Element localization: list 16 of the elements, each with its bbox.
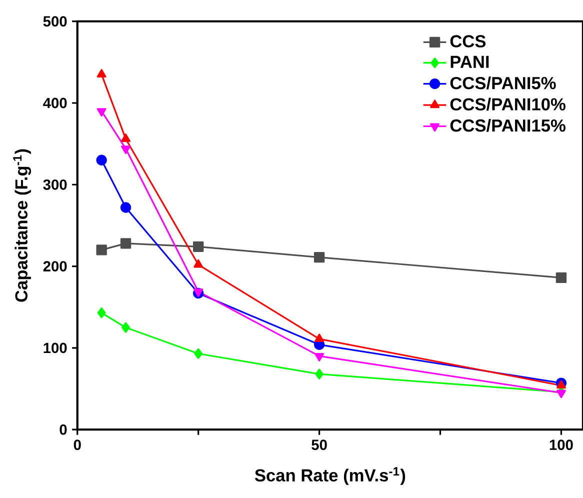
y-tick-label: 0 bbox=[60, 424, 67, 435]
y-tick-label: 400 bbox=[43, 98, 67, 108]
y-tick-label: 200 bbox=[43, 261, 67, 272]
legend-label: CCS/PANI10% bbox=[450, 98, 566, 111]
x-tick-label: 100 bbox=[550, 440, 573, 450]
x-tick-label: 50 bbox=[312, 440, 327, 450]
y-tick-label: 100 bbox=[44, 342, 67, 354]
legend-label: PANI bbox=[450, 56, 489, 68]
x-axis-title: Scan Rate (mV.s$^{-1}$) bbox=[254, 467, 406, 486]
y-tick-label: 300 bbox=[43, 180, 67, 190]
y-tick-label: 500 bbox=[43, 16, 67, 27]
legend-label: CCS bbox=[450, 35, 486, 48]
legend-label: CCS/PANI15% bbox=[450, 119, 566, 132]
legend-label: CCS/PANI5% bbox=[450, 76, 556, 90]
x-tick-label: 0 bbox=[74, 440, 81, 450]
y-axis-title: Capacitance (F.g$^{-1}$) bbox=[13, 149, 32, 302]
